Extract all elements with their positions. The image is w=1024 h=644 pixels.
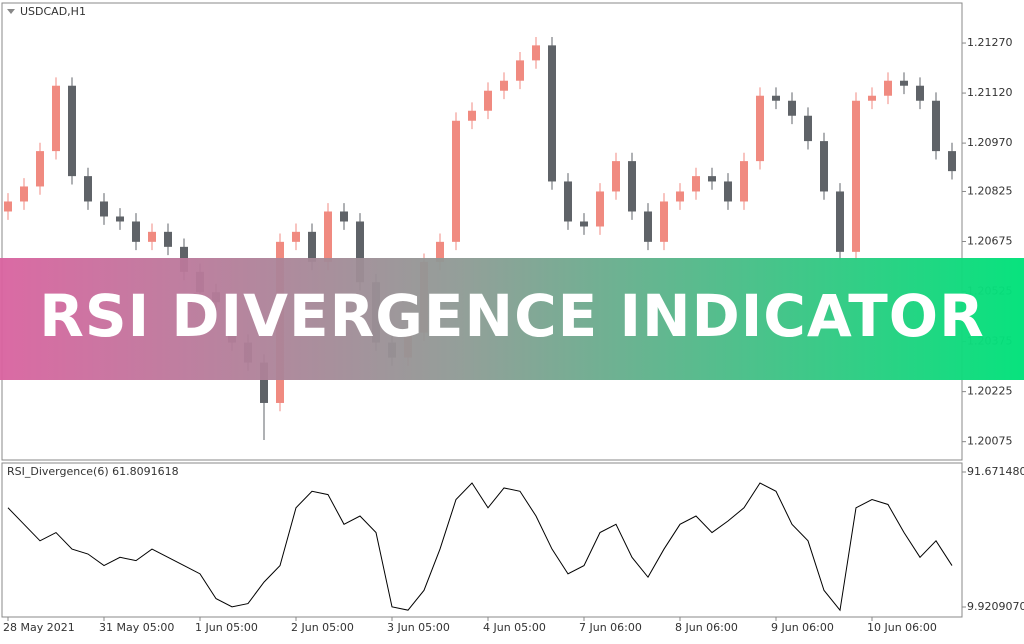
candle-body [532, 45, 540, 61]
candle-body [132, 221, 140, 242]
x-tick-label: 4 Jun 05:00 [483, 621, 546, 634]
candle-body [100, 201, 108, 217]
x-tick-label: 28 May 2021 [3, 621, 75, 634]
x-tick-label: 8 Jun 06:00 [675, 621, 738, 634]
plot-layer: 1.212701.211201.209701.208251.206751.205… [3, 36, 1024, 634]
x-tick-label: 1 Jun 05:00 [195, 621, 258, 634]
x-tick-label: 2 Jun 05:00 [291, 621, 354, 634]
x-tick-label: 10 Jun 06:00 [867, 621, 937, 634]
candle-body [852, 100, 860, 252]
candle-body [260, 362, 268, 403]
y-tick-label: 1.20675 [967, 235, 1013, 248]
candle-body [292, 231, 300, 242]
candle-body [116, 216, 124, 222]
y-tick-label: 1.21120 [967, 86, 1013, 99]
candle-body [340, 211, 348, 222]
candle-body [452, 120, 460, 242]
candle-body [52, 85, 60, 152]
candle-body [916, 85, 924, 101]
candle-body [628, 161, 636, 212]
candle-body [484, 90, 492, 111]
candle-body [820, 141, 828, 192]
candle-body [548, 45, 556, 182]
candle-body [564, 181, 572, 222]
y-tick-label: 1.20075 [967, 435, 1013, 448]
candle-body [164, 231, 172, 247]
y-tick-label: 91.671480 [967, 465, 1024, 478]
symbol-menu-icon[interactable] [7, 9, 15, 14]
banner-title: RSI DIVERGENCE INDICATOR [39, 282, 985, 350]
candle-body [84, 176, 92, 202]
candle-body [708, 176, 716, 182]
candle-body [324, 211, 332, 262]
y-tick-label: 1.20970 [967, 136, 1013, 149]
price-panel [1, 2, 963, 461]
candle-body [948, 151, 956, 172]
candle-body [660, 201, 668, 242]
chart-title: USDCAD,H1 [20, 5, 86, 18]
rsi-line [7, 482, 953, 612]
candle-body [308, 231, 316, 262]
candle-body [644, 211, 652, 242]
candle-body [612, 161, 620, 192]
x-tick-label: 31 May 05:00 [99, 621, 174, 634]
candle-body [468, 110, 476, 121]
candle-body [4, 201, 12, 212]
candle-body [900, 80, 908, 86]
indicator-title: RSI_Divergence(6) 61.8091618 [7, 465, 179, 478]
candle-body [804, 115, 812, 142]
candle-body [356, 221, 364, 283]
candle-body [500, 80, 508, 91]
candle-body [836, 191, 844, 252]
candle-body [516, 60, 524, 81]
candle-body [724, 181, 732, 202]
candle-body [868, 95, 876, 101]
candle-body [68, 85, 76, 177]
candle-body [692, 176, 700, 192]
candle-body [676, 191, 684, 202]
candle-body [36, 151, 44, 187]
candle-body [756, 95, 764, 162]
candle-body [580, 221, 588, 227]
candle-body [788, 100, 796, 116]
candle-body [596, 191, 604, 227]
y-tick-label: 9.9209070 [967, 600, 1024, 613]
y-tick-label: 1.20225 [967, 385, 1013, 398]
x-tick-label: 3 Jun 05:00 [387, 621, 450, 634]
candle-body [436, 241, 444, 262]
rsi-panel [1, 462, 963, 618]
candle-body [884, 80, 892, 96]
banner [0, 258, 1024, 380]
candle-body [20, 186, 28, 202]
y-tick-label: 1.21270 [967, 36, 1013, 49]
x-tick-label: 9 Jun 06:00 [771, 621, 834, 634]
candle-body [148, 231, 156, 242]
y-tick-label: 1.20825 [967, 184, 1013, 197]
candle-body [772, 95, 780, 101]
x-tick-label: 7 Jun 06:00 [579, 621, 642, 634]
candle-body [932, 100, 940, 152]
candle-body [740, 161, 748, 202]
